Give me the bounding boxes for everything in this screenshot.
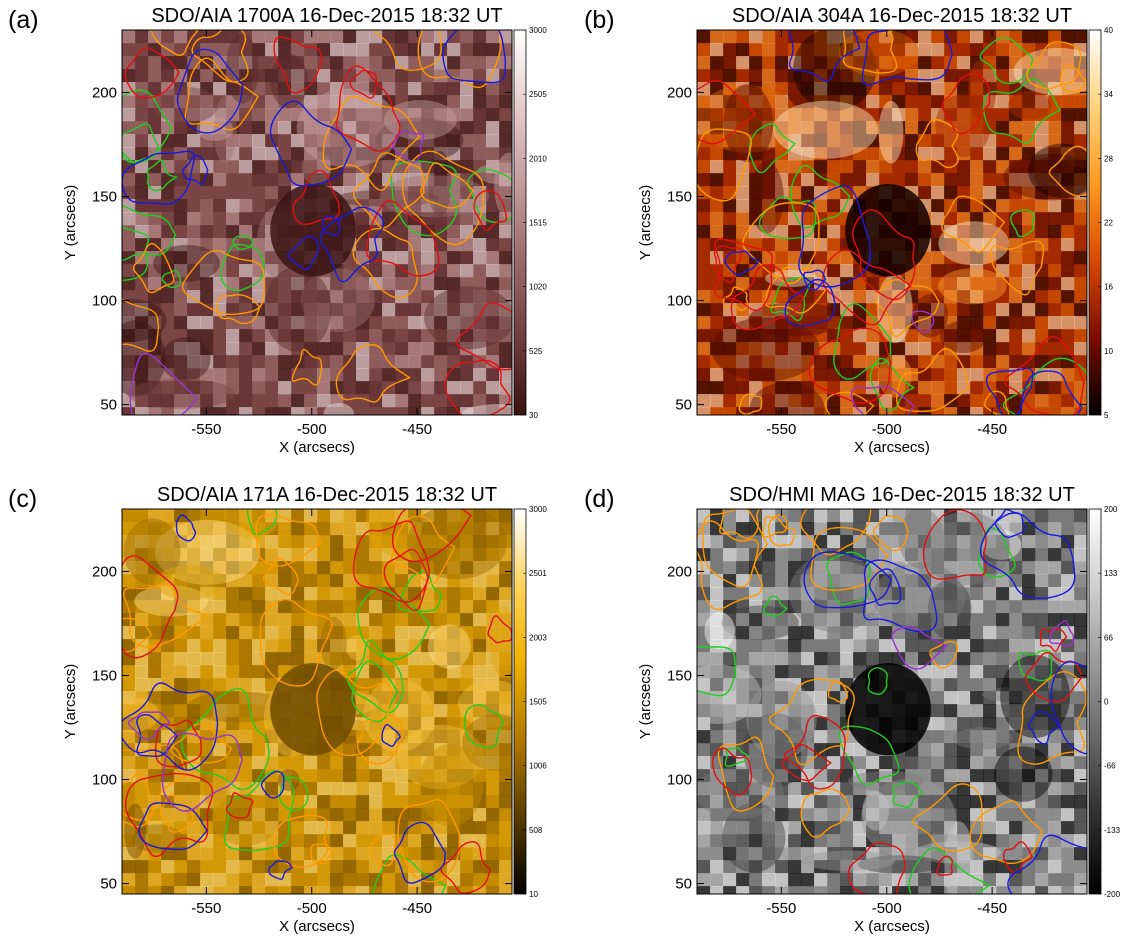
x-tick-label: -450 (977, 421, 1007, 438)
colorbar-tick-label: 1020 (529, 283, 547, 292)
colorbar-tick-label: 3000 (529, 26, 547, 35)
x-tick-label: -550 (191, 421, 221, 438)
panel-title: SDO/AIA 1700A 16-Dec-2015 18:32 UT (151, 5, 502, 27)
colorbar-tick-label: -66 (1104, 762, 1116, 771)
colorbar-tick-label: 2505 (529, 90, 547, 99)
colorbar-tick-label: 0 (1104, 698, 1109, 707)
panel-label: (a) (8, 6, 39, 34)
panel-a: -550 -500 -450 200 150 100 50 X (arcsecs) Y (arc… (8, 5, 547, 456)
colorbar-tick-label: 133 (1104, 569, 1118, 578)
y-tick-label: 100 (92, 772, 117, 789)
y-tick-label: 50 (675, 397, 692, 414)
colorbar-tick-label: 508 (529, 826, 543, 835)
y-axis-label: Y (arcsecs) (62, 185, 79, 261)
y-tick-label: 200 (92, 563, 117, 580)
x-axis-label: X (arcsecs) (279, 439, 355, 456)
x-axis-label: X (arcsecs) (854, 439, 930, 456)
x-tick-label: -500 (872, 900, 902, 917)
solar-image (697, 30, 1087, 415)
y-tick-label: 150 (92, 667, 117, 684)
y-tick-label: 50 (100, 397, 117, 414)
y-axis-label: Y (arcsecs) (62, 664, 79, 740)
x-tick-label: -500 (872, 421, 902, 438)
colorbar-tick-label: 2010 (529, 154, 547, 163)
colorbar-tick-label: 66 (1104, 633, 1113, 642)
colorbar-tick-label: 30 (529, 411, 538, 420)
y-axis-label: Y (arcsecs) (637, 185, 654, 261)
colorbar-tick-label: -133 (1104, 826, 1121, 835)
colorbar-tick-label: 1515 (529, 219, 547, 228)
plot-frame (696, 29, 1088, 416)
panel-label: (c) (8, 485, 37, 513)
panel-label: (d) (584, 485, 615, 513)
x-tick-label: -550 (191, 900, 221, 917)
y-tick-label: 200 (667, 563, 692, 580)
panel-title: SDO/AIA 304A 16-Dec-2015 18:32 UT (732, 5, 1072, 27)
solar-image (122, 509, 512, 894)
colorbar-tick-label: 16 (1104, 283, 1113, 292)
colorbar-tick-label: 525 (529, 347, 543, 356)
x-axis-label: X (arcsecs) (854, 918, 930, 935)
colorbar-tick-label: 200 (1104, 505, 1118, 514)
solar-image (122, 30, 512, 415)
colorbar-tick-label: 1505 (529, 698, 547, 707)
x-tick-label: -450 (977, 900, 1007, 917)
y-tick-label: 50 (675, 876, 692, 893)
colorbar-tick-label: 22 (1104, 219, 1113, 228)
x-tick-label: -500 (297, 900, 327, 917)
panel-label: (b) (584, 6, 615, 34)
panel-title: SDO/AIA 171A 16-Dec-2015 18:32 UT (157, 484, 497, 506)
colorbar-tick-label: 2501 (529, 569, 547, 578)
x-tick-label: -500 (297, 421, 327, 438)
x-tick-label: -550 (766, 900, 796, 917)
x-tick-label: -450 (402, 421, 432, 438)
y-tick-label: 150 (667, 188, 692, 205)
colorbar-tick-label: 1006 (529, 762, 547, 771)
y-tick-label: 150 (92, 188, 117, 205)
panel-d: -550 -500 -450 200 150 100 50 X (arcsecs) Y (arc… (584, 484, 1121, 935)
x-tick-label: -550 (766, 421, 796, 438)
colorbar-tick-label: 5 (1104, 411, 1109, 420)
colorbar-tick-label: 3000 (529, 505, 547, 514)
y-tick-label: 50 (100, 876, 117, 893)
colorbar-tick-label: 10 (529, 890, 538, 899)
y-tick-label: 100 (667, 293, 692, 310)
colorbar-tick-label: -200 (1104, 890, 1121, 899)
y-tick-label: 200 (667, 84, 692, 101)
plot-frame (696, 508, 1088, 895)
colorbar-tick-label: 34 (1104, 90, 1113, 99)
colorbar-tick-label: 28 (1104, 154, 1113, 163)
plot-frame (121, 508, 513, 895)
colorbar-tick-label: 40 (1104, 26, 1113, 35)
panel-c: -550 -500 -450 200 150 100 50 X (arcsecs) Y (arc… (8, 484, 547, 935)
y-axis-label: Y (arcsecs) (637, 664, 654, 740)
colorbar-tick-label: 10 (1104, 347, 1113, 356)
panel-title: SDO/HMI MAG 16-Dec-2015 18:32 UT (729, 484, 1075, 506)
y-tick-label: 100 (92, 293, 117, 310)
y-tick-label: 150 (667, 667, 692, 684)
x-axis-label: X (arcsecs) (279, 918, 355, 935)
colorbar-tick-label: 2003 (529, 633, 547, 642)
panel-b: -550 -500 -450 200 150 100 50 X (arcsecs) Y (arc… (584, 5, 1113, 456)
plot-frame (121, 29, 513, 416)
y-tick-label: 100 (667, 772, 692, 789)
y-tick-label: 200 (92, 84, 117, 101)
solar-image (697, 509, 1087, 894)
x-tick-label: -450 (402, 900, 432, 917)
